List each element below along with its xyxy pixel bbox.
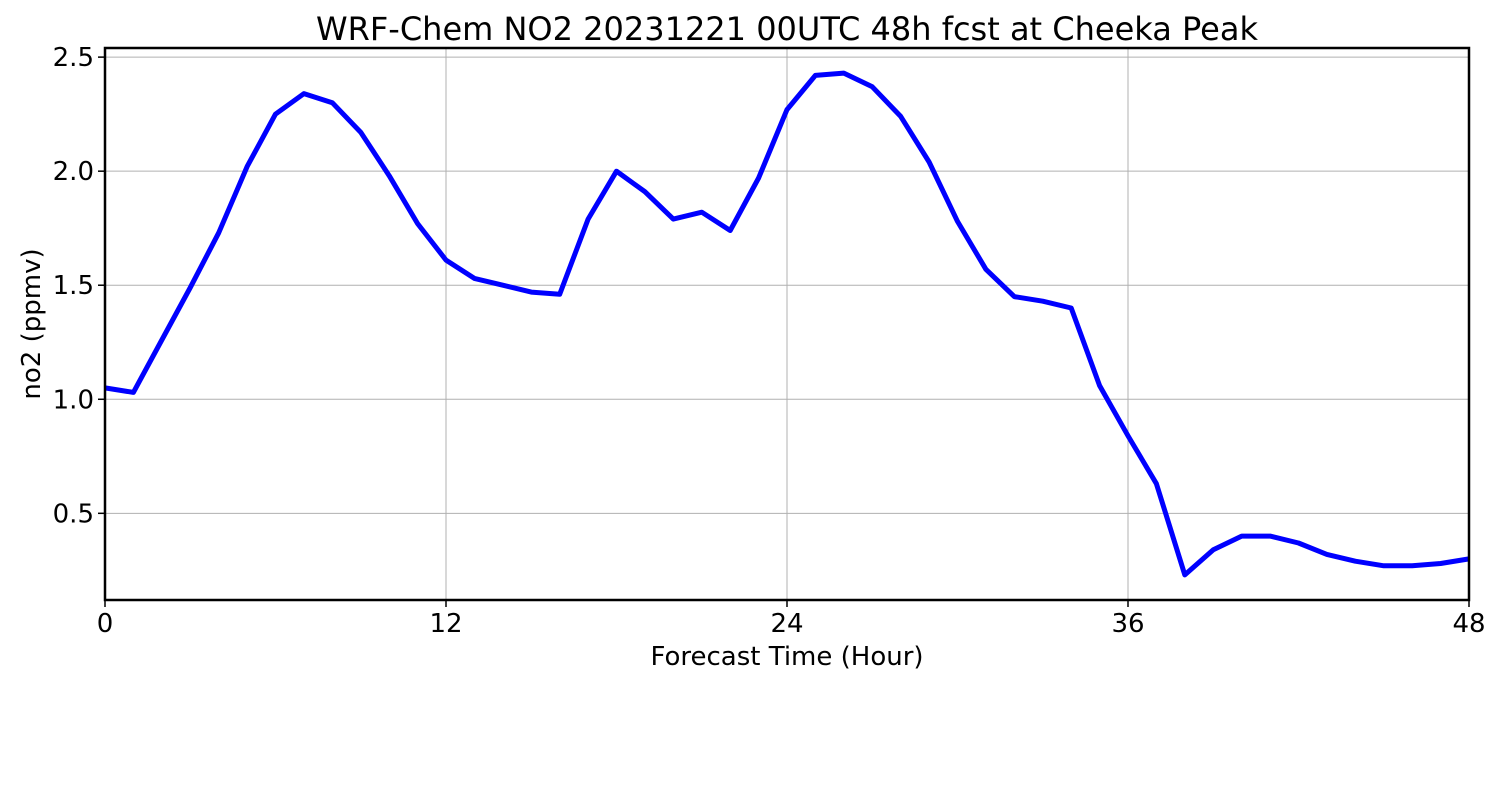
y-tick-label: 0.5 [53,499,94,529]
x-tick-label: 48 [1452,609,1485,639]
x-tick-label: 0 [97,609,114,639]
y-tick-label: 2.5 [53,43,94,73]
no2-series-line [104,70,1470,578]
series-layer [104,70,1470,578]
x-tick-label: 12 [429,609,462,639]
grid-layer [105,48,1469,600]
y-tick-label: 1.0 [53,385,94,415]
chart-title: WRF-Chem NO2 20231221 00UTC 48h fcst at … [316,10,1258,48]
x-tick-label: 24 [770,609,803,639]
x-tick-label: 36 [1111,609,1144,639]
y-tick-label: 2.0 [53,157,94,187]
tick-layer: 0 12 24 36 48 0.5 1.0 1.5 2.0 2.5 [53,43,1486,639]
x-axis-label: Forecast Time (Hour) [650,642,923,672]
y-tick-label: 1.5 [53,271,94,301]
y-axis-label: no2 (ppmv) [17,248,47,399]
